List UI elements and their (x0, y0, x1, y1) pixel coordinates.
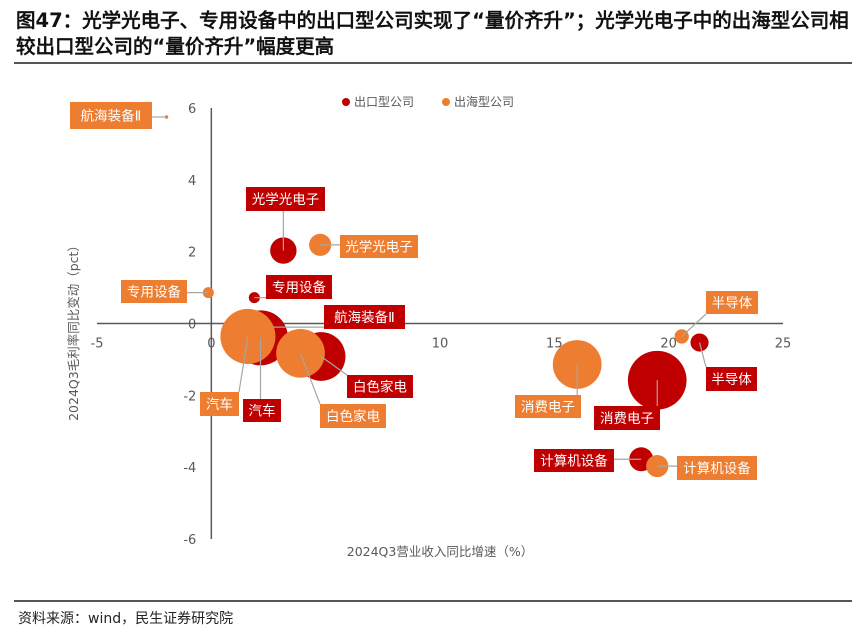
leader-line (238, 336, 249, 393)
data-label-box (340, 235, 418, 258)
data-label-box (70, 102, 152, 129)
x-tick-label: 20 (660, 337, 677, 352)
title-divider (14, 62, 852, 64)
data-label-box (246, 187, 325, 211)
data-label-box (266, 275, 332, 299)
y-tick-label: 2 (188, 246, 196, 261)
x-tick-label: 25 (775, 337, 792, 352)
data-label-box (320, 404, 386, 428)
data-label: 光学光电子 (345, 240, 413, 256)
data-label: 光学光电子 (252, 192, 320, 208)
data-label: 消费电子 (600, 411, 654, 427)
leader-line (299, 353, 321, 405)
data-label: 半导体 (711, 372, 752, 388)
data-label: 汽车 (206, 396, 233, 413)
leader-line (320, 356, 348, 376)
data-label-box (200, 392, 239, 416)
footer-divider (14, 600, 852, 602)
leader-line (681, 313, 707, 337)
y-tick-label: 4 (188, 174, 196, 189)
data-label-box (121, 280, 187, 303)
data-label-box (347, 375, 413, 398)
data-label: 航海装备Ⅱ (81, 108, 142, 125)
data-label: 白色家电 (353, 379, 407, 396)
data-label: 汽车 (249, 403, 276, 420)
leader-line (698, 342, 707, 368)
y-tick-label: 0 (188, 318, 196, 333)
data-label: 白色家电 (326, 408, 380, 425)
data-label-box (243, 399, 281, 422)
data-label: 消费电子 (521, 400, 575, 416)
x-tick-label: 0 (207, 337, 215, 352)
figure-title: 图47：光学光电子、专用设备中的出口型公司实现了“量价齐升”；光学光电子中的出海… (16, 9, 849, 58)
legend-label-overseas: 出海型公司 (454, 94, 514, 109)
y-tick-label: -2 (183, 389, 196, 404)
overseas-bubble (276, 328, 325, 378)
export-bubble (627, 350, 687, 410)
x-tick-label: 10 (432, 337, 449, 352)
x-tick-label: -5 (91, 337, 104, 352)
legend-marker-overseas (442, 98, 450, 106)
source-note: 资料来源：wind，民生证券研究院 (18, 611, 234, 627)
y-tick-label: 6 (188, 102, 196, 117)
data-label-box (677, 456, 757, 480)
data-label-box (594, 406, 660, 430)
data-label: 专用设备 (272, 279, 326, 296)
y-axis-title: 2024Q3毛利率同比变动（pct） (66, 239, 81, 421)
legend-label-export: 出口型公司 (354, 95, 414, 109)
x-tick-label: 15 (546, 337, 563, 352)
data-label: 计算机设备 (683, 460, 751, 477)
data-label-box (324, 305, 405, 329)
overseas-bubble (646, 455, 669, 478)
overseas-bubble (202, 287, 214, 299)
overseas-bubble (220, 308, 276, 364)
y-tick-label: -6 (183, 533, 196, 548)
data-label-box (534, 449, 614, 472)
x-axis-title: 2024Q3营业收入同比增速（%） (347, 544, 533, 559)
data-label-box (706, 291, 758, 314)
data-label: 专用设备 (127, 284, 181, 301)
legend-marker-export (342, 98, 350, 106)
data-label: 半导体 (712, 296, 753, 312)
data-label: 航海装备Ⅱ (334, 309, 395, 326)
y-tick-label: -4 (183, 461, 196, 476)
data-label-box (515, 395, 581, 418)
data-label: 计算机设备 (540, 453, 608, 470)
data-label-box (706, 367, 757, 391)
